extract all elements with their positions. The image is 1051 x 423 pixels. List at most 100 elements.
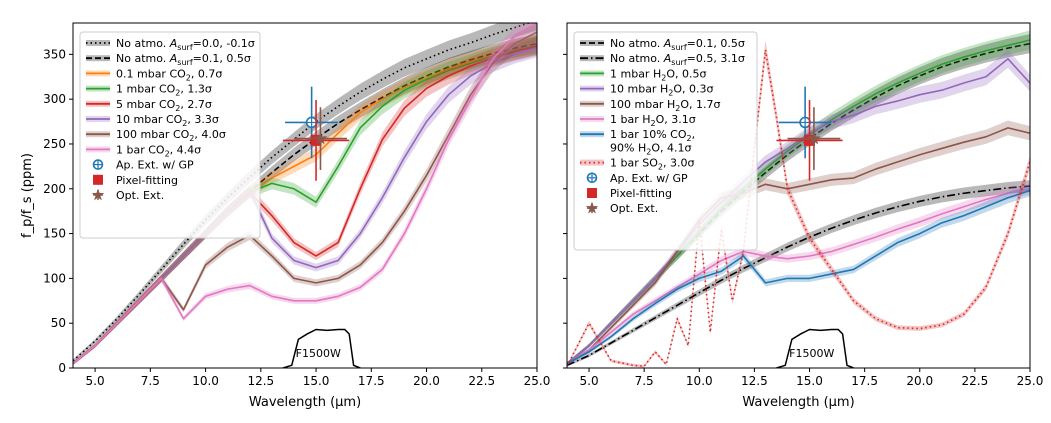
legend-entry-10-mbar-co2-3-3: 10 mbar CO2, 3.3σ (86, 113, 219, 128)
legend-entry-1-bar-h2o-3-1: 1 bar H2O, 3.1σ (580, 113, 696, 128)
x-tick-label: 12.5 (741, 374, 768, 388)
legend-entry-opt-ext-label: Opt. Ext. (116, 189, 164, 202)
legend-entry-1-mbar-h2o-0-5-label: 1 mbar H2O, 0.5σ (610, 67, 706, 82)
legend-frame (573, 31, 758, 251)
legend-entry-10-mbar-h2o-0-3: 10 mbar H2O, 0.3σ (580, 83, 713, 98)
subscript: 2 (189, 134, 194, 143)
filter-bandpass: F1500W (776, 328, 854, 368)
subscript: 2 (661, 73, 666, 82)
legend-entry-1-bar-so2-3-0: 1 bar SO2, 3.0σ (580, 157, 694, 172)
legend-entry-1-mbar-co2-1-3: 1 mbar CO2, 1.3σ (86, 83, 212, 98)
label-run: O, 4.1σ (651, 141, 691, 154)
legend-entry-no-atmo-a-surf-0-1-0-5: No atmo. Asurf=0.1, 0.5σ (580, 37, 745, 52)
legend-entry-1-bar-so2-3-0-label: 1 bar SO2, 3.0σ (610, 157, 694, 172)
legend-entry-ap-ext-w-gp-marker (586, 172, 598, 184)
point-ap-ext-w-gp (778, 86, 832, 159)
legend-entry-no-atmo-a-surf-0-5-3-1-label: No atmo. Asurf=0.5, 3.1σ (610, 52, 745, 67)
series-no-atmo-a-surf-0-1-0-5 (73, 34, 537, 365)
label-run: , 3.0σ (663, 157, 694, 170)
x-tick-label: 25.0 (524, 374, 551, 388)
label-run: =0.1, 0.5σ (687, 37, 745, 50)
legend-entry-10-mbar-co2-3-3-label: 10 mbar CO2, 3.3σ (116, 113, 219, 128)
y-tick-label: 200 (43, 182, 66, 196)
x-tick-label: 20.0 (413, 374, 440, 388)
label-run: , 4.4σ (170, 143, 201, 156)
x-tick-label: 15.0 (303, 374, 330, 388)
series-1-mbar-co2-1-3-band (73, 35, 537, 365)
y-tick-label: 0 (58, 361, 66, 375)
legend-entry-ap-ext-w-gp: Ap. Ext. w/ GP (586, 172, 688, 185)
label-run: =0.1, 0.5σ (193, 52, 251, 65)
subscript: surf (671, 58, 687, 67)
legend-entry-ap-ext-w-gp-label: Ap. Ext. w/ GP (116, 159, 194, 172)
point-opt-ext-marker (807, 131, 821, 145)
x-tick-label: 22.5 (468, 374, 495, 388)
x-tick-label: 10.0 (686, 374, 713, 388)
legend-entry-no-atmo-a-surf-0-1-0-5: No atmo. Asurf=0.1, 0.5σ (86, 52, 251, 67)
series-no-atmo-a-surf-0-5-3-1-line (567, 185, 1030, 367)
legend-entry-pixel-fitting: Pixel-fitting (587, 187, 672, 200)
label-run: No atmo. (610, 52, 664, 65)
label-run: 1 bar SO (610, 157, 658, 170)
label-run: , 4.0σ (194, 128, 225, 141)
label-run: , (692, 128, 696, 141)
subscript: surf (177, 43, 193, 52)
legend-entry-0-1-mbar-co2-0-7: 0.1 mbar CO2, 0.7σ (86, 67, 222, 82)
filter-curve (776, 328, 854, 368)
legend-entry-5-mbar-co2-2-7-label: 5 mbar CO2, 2.7σ (116, 98, 212, 113)
label-run: 10 mbar CO (116, 113, 183, 126)
subscript: 2 (646, 147, 651, 156)
legend-entry-5-mbar-co2-2-7: 5 mbar CO2, 2.7σ (86, 98, 212, 113)
y-tick-label: 300 (43, 92, 66, 106)
legend-entry-1-mbar-co2-1-3-label: 1 mbar CO2, 1.3σ (116, 83, 212, 98)
label-run: 1 bar 10% CO (610, 128, 687, 141)
label-run: 100 mbar H (610, 98, 675, 111)
legend-entry-ap-ext-w-gp: Ap. Ext. w/ GP (92, 159, 194, 172)
legend-entry-no-atmo-a-surf-0-0-0-1-swatch (86, 40, 110, 46)
subscript: 2 (675, 104, 680, 113)
y-tick-label: 50 (51, 316, 66, 330)
point-ap-ext-w-gp (285, 86, 339, 159)
x-tick-label: 12.5 (247, 374, 274, 388)
legend-entry-1-bar-10-co2-90-h2o-4-1-label-1: 1 bar 10% CO2, (610, 128, 695, 143)
label-run: 1 bar H (610, 113, 651, 126)
x-tick-label: 17.5 (851, 374, 878, 388)
series-1-bar-10-co2-90-h2o-4-1-band (567, 184, 1030, 365)
x-axis: 5.0 7.5 10.0 12.5 15.0 17.5 20.0 22.5 25.0 Wavele… (580, 368, 1043, 410)
y-tick-label: 250 (43, 137, 66, 151)
subscript: 2 (651, 119, 656, 128)
label-run: , 0.7σ (191, 67, 222, 80)
legend-entry-100-mbar-h2o-1-7-label: 100 mbar H2O, 1.7σ (610, 98, 720, 113)
legend-entry-no-atmo-a-surf-0-5-3-1: No atmo. Asurf=0.5, 3.1σ (580, 52, 745, 67)
x-tick-label: 22.5 (962, 374, 989, 388)
series-no-atmo-a-surf-0-1-0-5-line (73, 42, 537, 365)
x-tick-label: 15.0 (796, 374, 823, 388)
series-100-mbar-h2o-1-7 (567, 120, 1030, 365)
subscript: surf (177, 58, 193, 67)
legend-entry-no-atmo-a-surf-0-1-0-5-label: No atmo. Asurf=0.1, 0.5σ (116, 52, 251, 67)
subscript: 2 (668, 89, 673, 98)
label-run: 5 mbar CO (116, 98, 176, 111)
x-tick-label: 17.5 (358, 374, 385, 388)
label-run: A (663, 52, 672, 65)
legend-entry-1-bar-co2-4-4: 1 bar CO2, 4.4σ (86, 143, 201, 158)
legend-entry-10-mbar-h2o-0-3-label: 10 mbar H2O, 0.3σ (610, 83, 713, 98)
filter-label: F1500W (789, 347, 834, 360)
point-ap-ext-w-gp-marker (305, 116, 318, 129)
legend-entry-opt-ext: Opt. Ext. (585, 201, 658, 215)
subscript: 2 (186, 73, 191, 82)
legend-entry-100-mbar-h2o-1-7: 100 mbar H2O, 1.7σ (580, 98, 720, 113)
label-run: 100 mbar CO (116, 128, 190, 141)
label-run: 1 bar CO (116, 143, 165, 156)
x-tick-label: 5.0 (580, 374, 599, 388)
legend-entry-pixel-fitting-label: Pixel-fitting (116, 174, 178, 187)
label-run: O, 3.1σ (656, 113, 696, 126)
point-opt-ext (787, 107, 841, 170)
series-1-bar-h2o-3-1 (567, 182, 1030, 365)
subscript: 2 (658, 163, 663, 172)
y-tick-label: 150 (43, 227, 66, 241)
label-run: No atmo. (116, 52, 170, 65)
